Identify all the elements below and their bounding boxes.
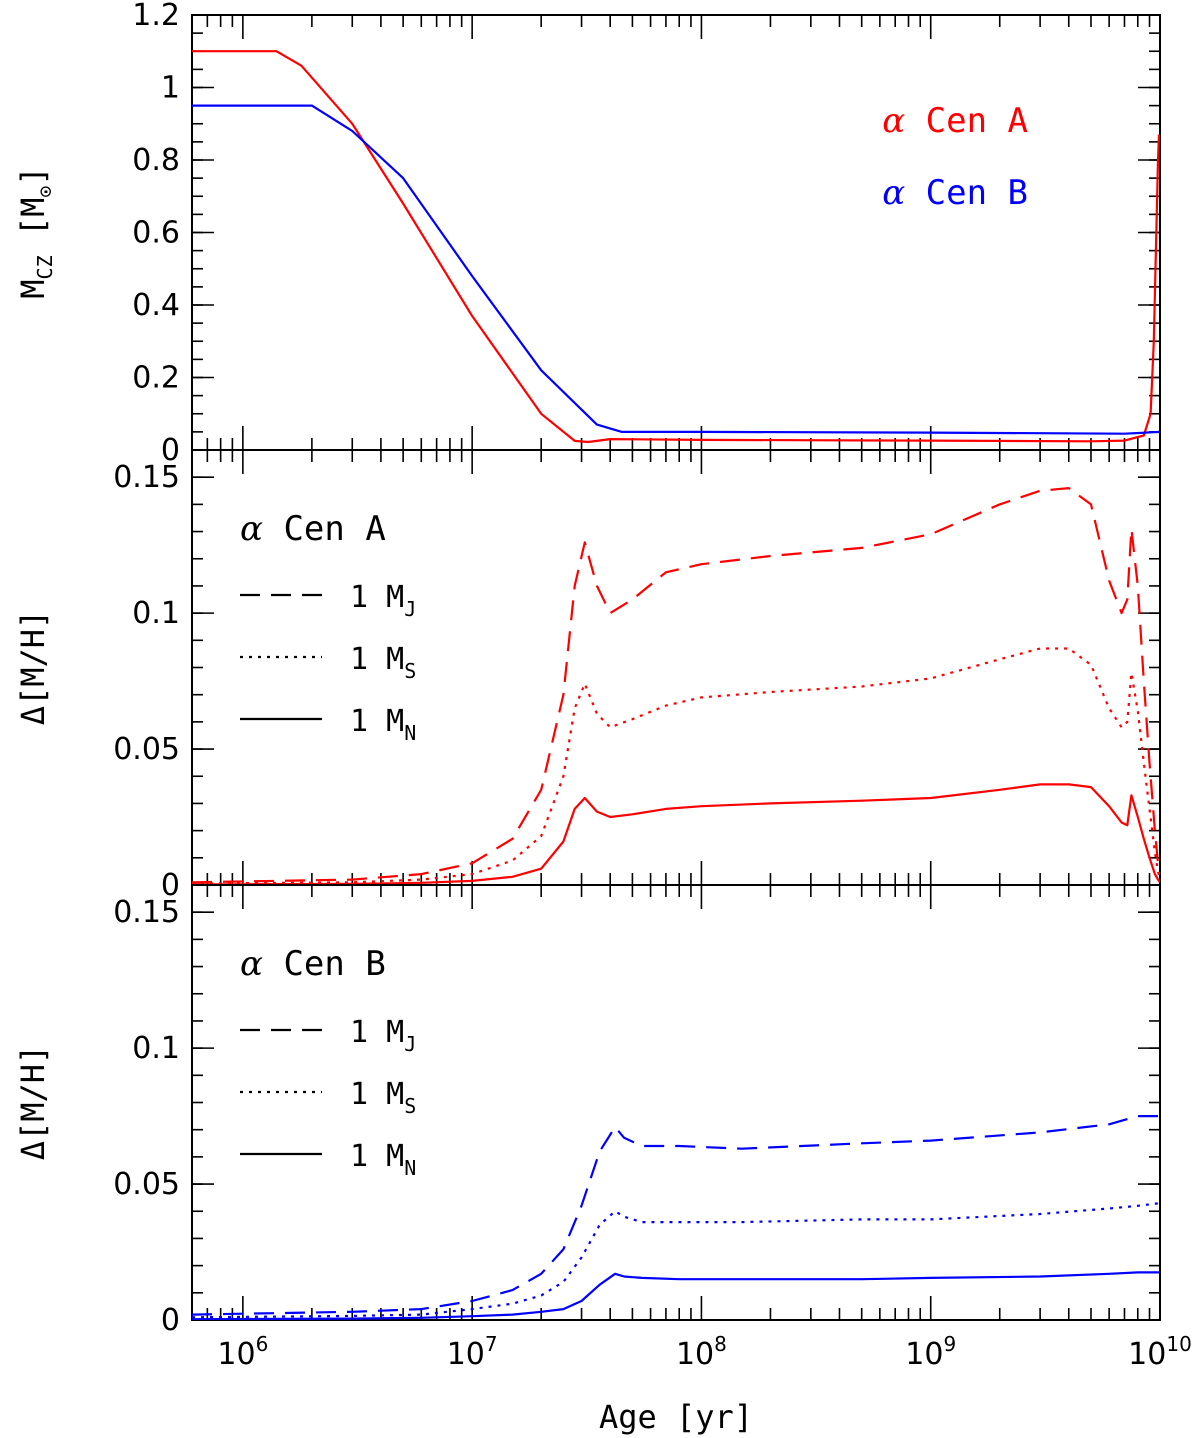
series-line-solid <box>192 783 1160 885</box>
legend-label: 1 MS <box>350 1077 416 1118</box>
y-tick-label: 1.2 <box>132 0 180 33</box>
series-line-dashed <box>192 487 1160 884</box>
y-axis-label: MCZ [M⊙] <box>14 166 57 298</box>
y-tick-label: 0.1 <box>132 1031 180 1066</box>
y-tick-label: 0.2 <box>132 361 180 396</box>
y-tick-label: 0.8 <box>132 143 180 178</box>
y-tick-label: 0.6 <box>132 216 180 251</box>
y-axis-label: Δ[M/H] <box>14 1045 52 1161</box>
y-tick-label: 0.05 <box>113 1167 180 1202</box>
x-tick-label: 109 <box>905 1332 956 1372</box>
legend-entry: α Cen A <box>882 101 1028 141</box>
y-tick-label: 0.15 <box>113 460 180 495</box>
legend-label: 1 MN <box>350 1139 416 1180</box>
legend-title: α Cen A <box>240 509 386 549</box>
panel-mcz: 0 0.2 0.4 0.6 0.8 1 1.2 MCZ [M⊙] α Cen A α Cen B <box>14 0 1161 468</box>
legend-title: α Cen B <box>240 944 386 984</box>
y-axis-label: Δ[M/H] <box>14 610 52 726</box>
series-line-dotted <box>192 1202 1160 1319</box>
legend-label: 1 MJ <box>350 580 416 621</box>
y-tick-label: 0 <box>161 1303 180 1338</box>
y-tick-label: 0.15 <box>113 895 180 930</box>
series-line-solid <box>192 50 1160 444</box>
y-tick-label: 0.1 <box>132 596 180 631</box>
plot-frame <box>191 14 1161 451</box>
y-tick-label: 1 <box>161 71 180 106</box>
panel-dmh_a: 0 0.05 0.1 0.15 Δ[M/H] α Cen A 1 MJ 1 MS 1 MN <box>14 449 1161 903</box>
legend-entry: α Cen B <box>882 173 1028 213</box>
legend-label: 1 MJ <box>350 1015 416 1056</box>
y-tick-label: 0.4 <box>132 288 180 323</box>
y-tick-label: 0.05 <box>113 732 180 767</box>
x-tick-label: 107 <box>447 1332 498 1372</box>
x-tick-label: 108 <box>676 1332 727 1372</box>
x-axis-label: Age [yr] <box>599 1398 753 1436</box>
series-line-solid <box>192 104 1160 435</box>
legend-label: 1 MS <box>350 642 416 683</box>
y-tick-label: 0 <box>161 868 180 903</box>
panel-dmh_b: 0 0.05 0.1 0.15 Δ[M/H] α Cen B 1 MJ 1 MS 1 MN <box>14 884 1161 1338</box>
x-tick-label: 1010 <box>1128 1332 1192 1372</box>
series-line-dashed <box>192 1114 1160 1316</box>
legend-label: 1 MN <box>350 704 416 745</box>
series-line-dotted <box>192 647 1160 885</box>
y-tick-label: 0 <box>161 433 180 468</box>
x-tick-label: 106 <box>217 1332 268 1372</box>
series-line-solid <box>192 1271 1160 1320</box>
